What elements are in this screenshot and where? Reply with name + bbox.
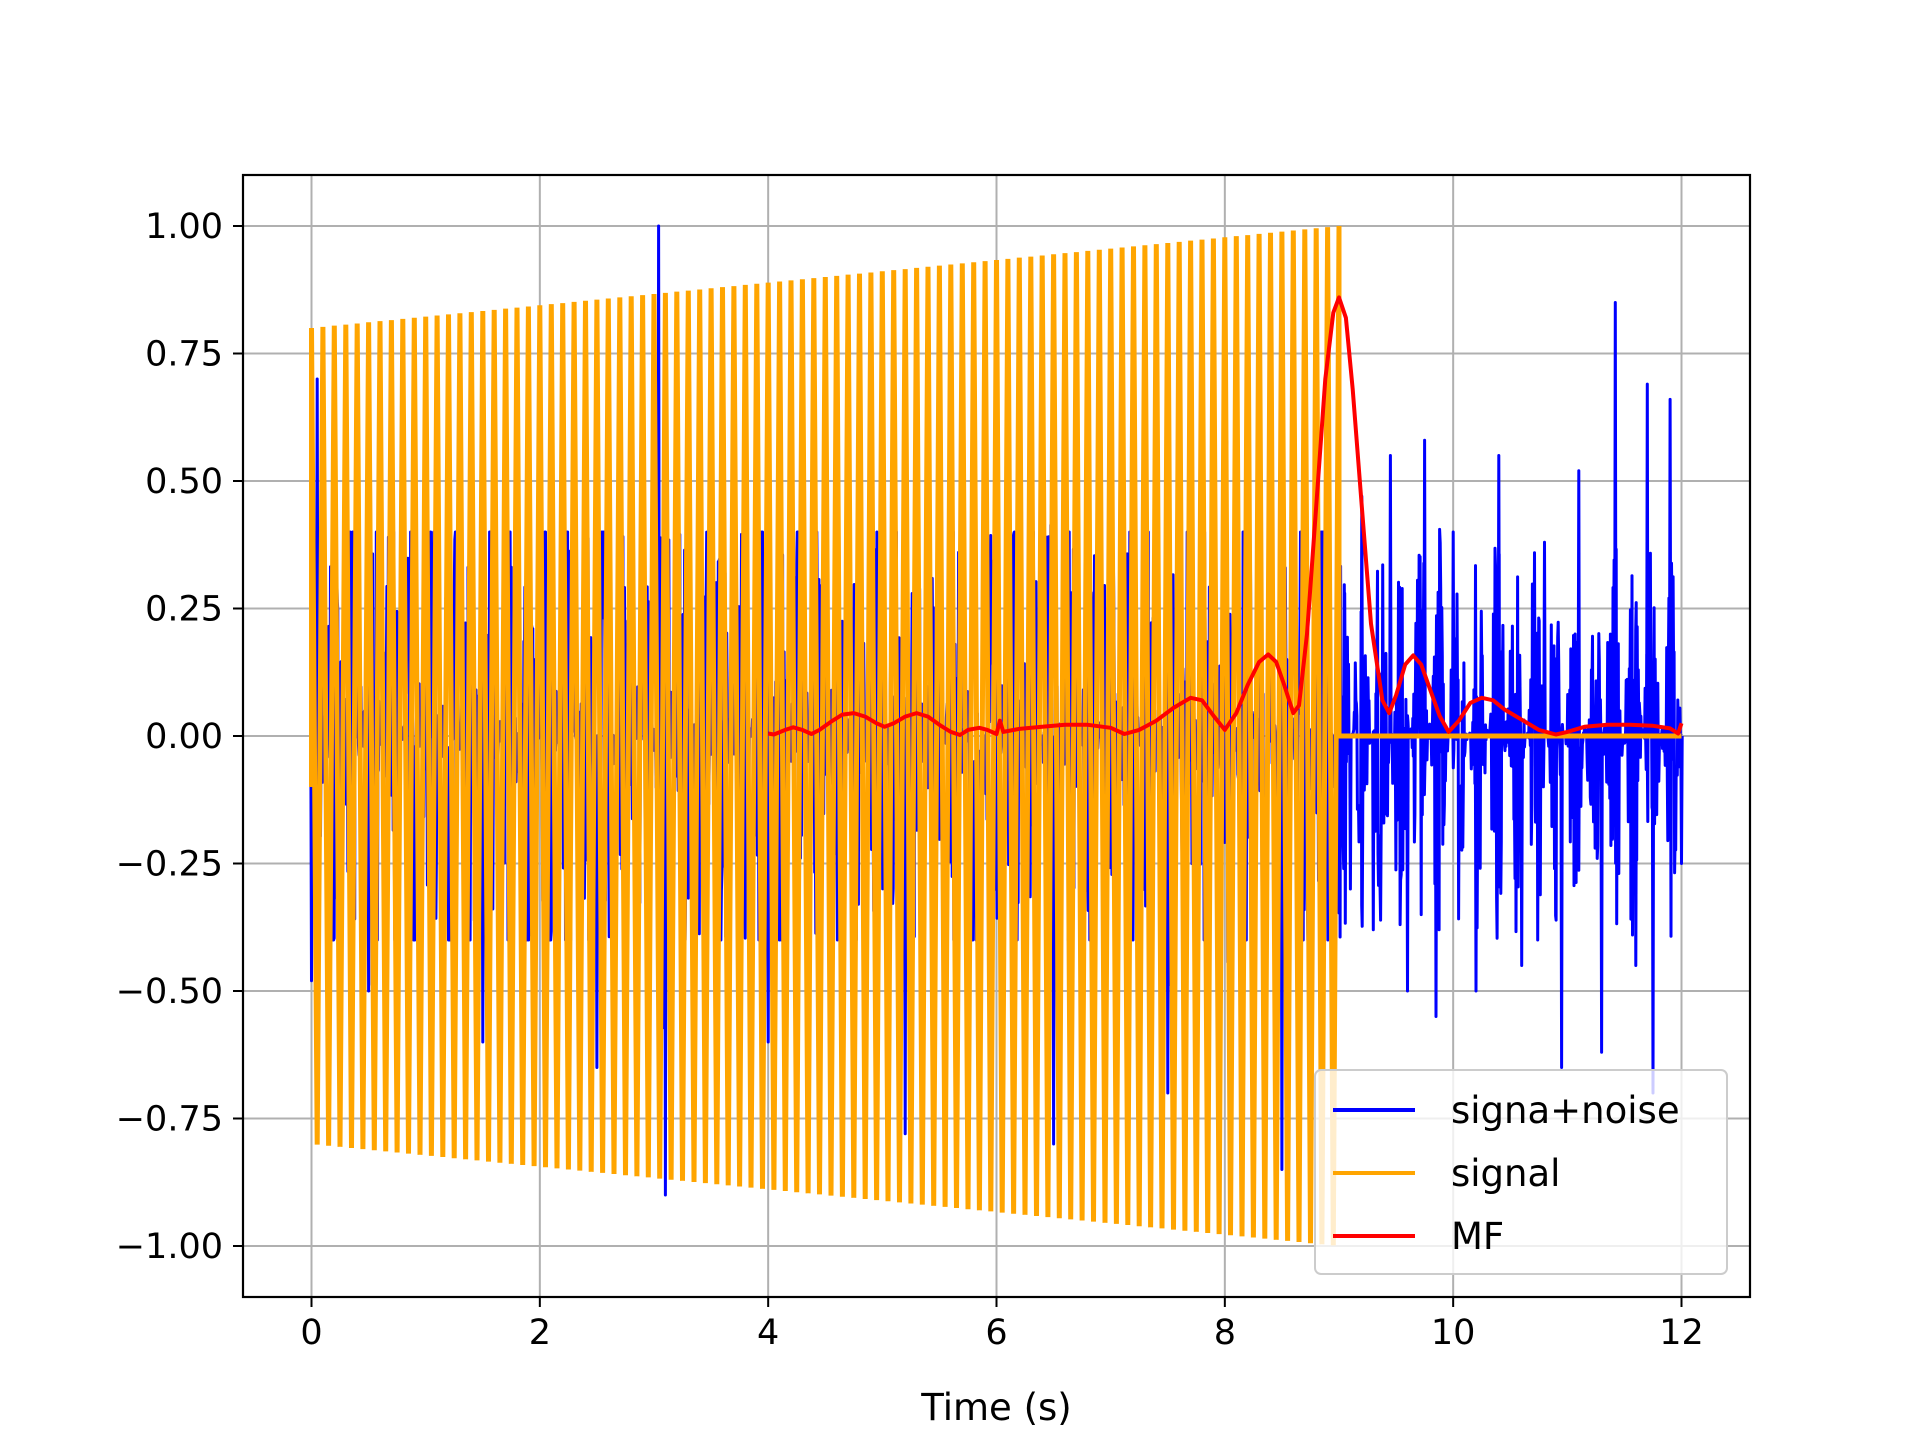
series-layer xyxy=(309,224,1684,1246)
x-tick-label: 2 xyxy=(529,1313,551,1353)
x-axis-label: Time (s) xyxy=(920,1386,1071,1429)
x-tick-label: 8 xyxy=(1214,1313,1236,1353)
y-tick-label: 0.00 xyxy=(145,717,223,757)
x-tick-label: 4 xyxy=(757,1313,779,1353)
x-tick-label: 10 xyxy=(1431,1313,1476,1353)
y-tick-label: 0.75 xyxy=(145,335,223,375)
y-tick-label: −0.25 xyxy=(116,845,223,885)
legend-label: signa+noise xyxy=(1451,1089,1680,1132)
y-tick-label: 0.25 xyxy=(145,590,223,630)
x-tick-label: 0 xyxy=(300,1313,322,1353)
y-axis: −1.00 −0.75 −0.50 −0.25 0.00 0.25 0.50 0.75 1.00 xyxy=(116,207,243,1267)
y-tick-label: −0.50 xyxy=(116,972,223,1012)
y-tick-label: −1.00 xyxy=(116,1227,223,1267)
x-axis: 0 2 4 6 8 10 12 xyxy=(300,1297,1704,1353)
y-tick-label: 1.00 xyxy=(145,207,223,247)
legend: signa+noise signal MF xyxy=(1314,1069,1728,1275)
series-signal-line xyxy=(309,225,1682,1246)
series-mf-line xyxy=(767,295,1684,737)
y-tick-label: 0.50 xyxy=(145,462,223,502)
legend-label: MF xyxy=(1451,1215,1504,1258)
legend-label: signal xyxy=(1451,1152,1560,1195)
legend-box xyxy=(1314,1069,1728,1275)
x-tick-label: 12 xyxy=(1659,1313,1704,1353)
x-tick-label: 6 xyxy=(985,1313,1007,1353)
y-tick-label: −0.75 xyxy=(116,1100,223,1140)
